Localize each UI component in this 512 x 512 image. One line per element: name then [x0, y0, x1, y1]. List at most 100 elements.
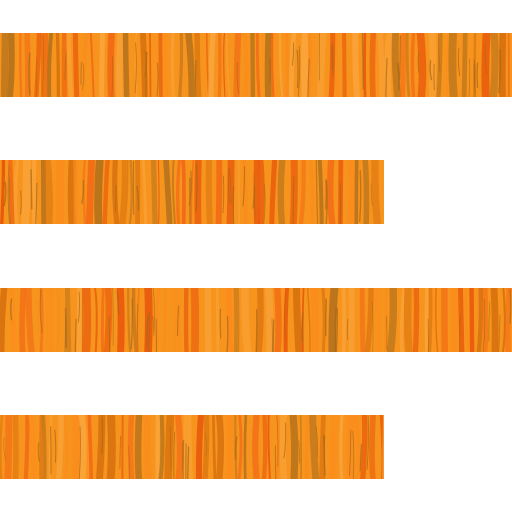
grain-line: [322, 434, 326, 479]
grain-stripe: [1, 33, 9, 97]
grain-line: [429, 60, 433, 81]
grain-stripe: [215, 415, 225, 479]
grain-line: [3, 181, 7, 207]
grain-stripe: [194, 33, 202, 97]
grain-line: [101, 416, 104, 454]
grain-stripe: [405, 33, 411, 97]
grain-stripe: [309, 160, 315, 224]
grain-line: [361, 33, 364, 90]
grain-line: [482, 298, 486, 352]
grain-line: [236, 62, 240, 95]
grain-stripe: [241, 288, 252, 352]
grain-stripe: [374, 288, 382, 352]
grain-stripe: [490, 288, 499, 352]
grain-line: [284, 294, 286, 338]
grain-line: [359, 444, 362, 472]
grain-stripe: [4, 415, 13, 479]
grain-stripe: [310, 288, 320, 352]
grain-stripe: [121, 415, 124, 479]
grain-line: [398, 35, 402, 80]
grain-stripe: [215, 160, 223, 224]
grain-stripe: [87, 415, 93, 479]
grain-stripe: [190, 160, 195, 224]
grain-line: [315, 426, 318, 458]
grain-stripe: [0, 415, 4, 479]
grain-stripe: [399, 33, 407, 97]
grain-stripe: [424, 288, 429, 352]
grain-stripe: [141, 160, 147, 224]
grain-stripe: [476, 288, 484, 352]
grain-stripe: [464, 288, 470, 352]
grain-stripe: [176, 160, 182, 224]
text-line-bar: [0, 33, 512, 97]
grain-stripe: [76, 288, 83, 352]
grain-stripe: [274, 415, 280, 479]
grain-stripe: [163, 33, 169, 97]
grain-stripe: [181, 160, 186, 224]
grain-stripe: [72, 33, 80, 97]
grain-line: [148, 312, 150, 352]
grain-stripe: [293, 288, 303, 352]
grain-stripe: [195, 415, 204, 479]
grain-stripe: [482, 288, 489, 352]
grain-stripe: [233, 288, 240, 352]
grain-stripe: [158, 415, 165, 479]
grain-line: [144, 50, 147, 77]
grain-line: [358, 170, 362, 223]
grain-line: [385, 58, 388, 97]
grain-line: [263, 183, 266, 224]
grain-stripe: [225, 33, 231, 97]
grain-stripe: [448, 33, 458, 97]
grain-line: [335, 308, 339, 352]
text-line-bar: [0, 415, 384, 479]
grain-line: [134, 42, 137, 93]
grain-line: [274, 445, 277, 479]
grain-line: [146, 314, 149, 350]
grain-stripe: [107, 33, 115, 97]
grain-line: [116, 291, 120, 316]
grain-stripe: [267, 415, 271, 479]
grain-line: [396, 62, 400, 91]
grain-line: [484, 42, 488, 75]
grain-stripe: [348, 288, 355, 352]
grain-line: [459, 314, 461, 352]
grain-stripe: [150, 160, 158, 224]
grain-stripe: [211, 415, 217, 479]
grain-stripe: [56, 288, 60, 352]
grain-stripe: [28, 415, 37, 479]
grain-stripe: [369, 33, 377, 97]
grain-stripe: [31, 160, 38, 224]
grain-line: [152, 288, 155, 333]
grain-stripe: [183, 288, 189, 352]
grain-line: [272, 319, 275, 352]
grain-stripe: [99, 33, 106, 97]
grain-line: [488, 302, 491, 342]
grain-stripe: [274, 288, 282, 352]
grain-line: [417, 51, 420, 74]
grain-stripe: [204, 288, 212, 352]
grain-line: [292, 175, 295, 224]
grain-line: [10, 298, 13, 321]
grain-stripe: [134, 415, 143, 479]
grain-stripe: [403, 288, 413, 352]
grain-stripe: [194, 160, 202, 224]
grain-stripe: [339, 415, 344, 479]
grain-stripe: [317, 160, 324, 224]
grain-line: [255, 309, 258, 352]
grain-stripe: [347, 160, 355, 224]
grain-line: [137, 304, 139, 352]
grain-line: [352, 431, 355, 479]
grain-stripe: [178, 33, 184, 97]
grain-stripe: [354, 160, 359, 224]
grain-stripe: [19, 33, 23, 97]
grain-line: [457, 47, 461, 77]
grain-stripe: [369, 415, 376, 479]
grain-stripe: [382, 415, 384, 479]
grain-stripe: [13, 160, 20, 224]
grain-line: [173, 431, 176, 479]
grain-stripe: [55, 415, 64, 479]
grain-line: [20, 190, 22, 215]
grain-stripe: [81, 288, 84, 352]
